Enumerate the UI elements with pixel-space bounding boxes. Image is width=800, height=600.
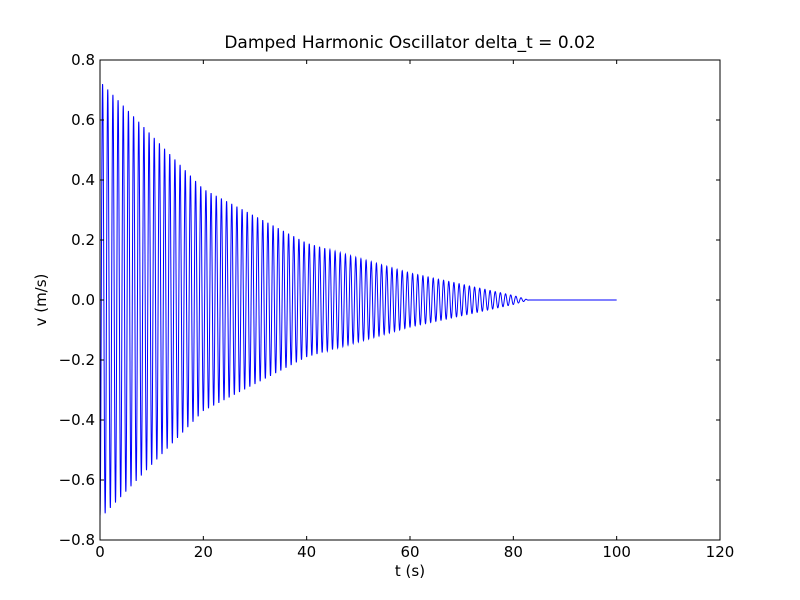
- y-tick-label: −0.8: [59, 531, 95, 549]
- x-tick-label: 20: [194, 543, 213, 561]
- y-tick-label: 0.6: [71, 111, 95, 129]
- y-tick-label: 0.2: [71, 231, 95, 249]
- y-tick-label: −0.6: [59, 471, 95, 489]
- x-tick-label: 40: [297, 543, 316, 561]
- x-tick-label: 120: [706, 543, 735, 561]
- x-tick-label: 80: [504, 543, 523, 561]
- chart-title: Damped Harmonic Oscillator delta_t = 0.0…: [224, 33, 595, 53]
- y-tick-label: −0.4: [59, 411, 95, 429]
- y-tick-label: 0.8: [71, 51, 95, 69]
- y-tick-label: 0.4: [71, 171, 95, 189]
- plot-layer: [99, 83, 617, 517]
- x-axis-label: t (s): [395, 562, 425, 580]
- y-axis-label: v (m/s): [32, 274, 50, 327]
- y-tick-label: 0.0: [71, 291, 95, 309]
- x-tick-label: 60: [400, 543, 419, 561]
- y-tick-label: −0.2: [59, 351, 95, 369]
- x-tick-label: 100: [602, 543, 631, 561]
- ticks-layer: 0 20 40 60 80 100 120 −0.8 −0.6 −0.4 −0.2 0.0 0.2 0.4…: [59, 51, 735, 561]
- velocity-series-line: [99, 83, 617, 517]
- x-tick-label: 0: [95, 543, 105, 561]
